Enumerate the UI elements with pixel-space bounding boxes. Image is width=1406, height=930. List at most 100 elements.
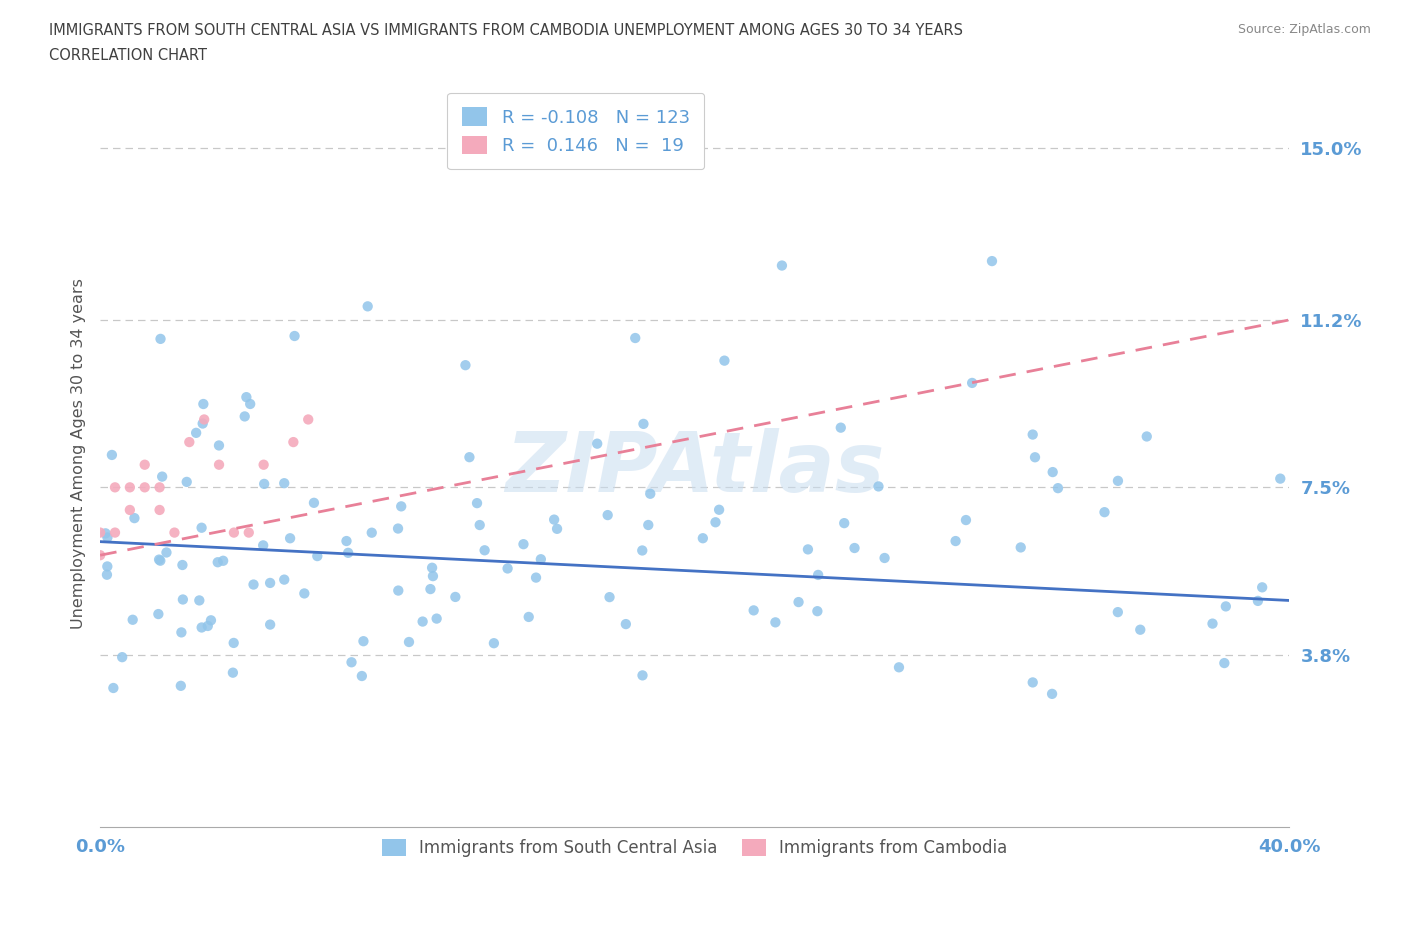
Point (150, 469, 173, 484)
Point (149, 553, 172, 568)
Point (844, 540, 866, 555)
Point (981, 254, 1004, 269)
Point (278, 531, 301, 546)
Text: CORRELATION CHART: CORRELATION CHART (49, 48, 207, 63)
Point (253, 476, 276, 491)
Point (350, 669, 373, 684)
Point (124, 511, 146, 525)
Point (412, 614, 434, 629)
Point (302, 496, 325, 511)
Point (398, 634, 420, 649)
Point (1136, 429, 1159, 444)
Point (337, 545, 360, 560)
Point (149, 480, 172, 495)
Point (614, 617, 637, 631)
Point (121, 612, 143, 627)
Point (1022, 675, 1045, 690)
Text: Source: ZipAtlas.com: Source: ZipAtlas.com (1237, 23, 1371, 36)
Point (763, 615, 786, 630)
Point (1129, 622, 1152, 637)
Point (707, 502, 730, 517)
Point (1215, 599, 1237, 614)
Text: IMMIGRANTS FROM SOUTH CENTRAL ASIA VS IMMIGRANTS FROM CAMBODIA UNEMPLOYMENT AMON: IMMIGRANTS FROM SOUTH CENTRAL ASIA VS IM… (49, 23, 963, 38)
Point (283, 434, 305, 449)
Point (692, 531, 714, 546)
Point (134, 458, 156, 472)
Point (426, 611, 449, 626)
Point (208, 458, 231, 472)
Point (89, 548, 111, 563)
Point (887, 660, 910, 675)
Point (631, 668, 654, 683)
Point (465, 496, 488, 511)
Point (1040, 686, 1063, 701)
Point (259, 618, 281, 632)
Point (207, 555, 229, 570)
Point (208, 438, 231, 453)
Point (172, 558, 194, 573)
Point (155, 545, 177, 560)
Point (1247, 593, 1270, 608)
Point (422, 568, 444, 583)
Point (235, 390, 257, 405)
Point (524, 570, 547, 585)
Point (543, 512, 565, 527)
Point (307, 549, 329, 564)
Point (96, 559, 118, 574)
Point (458, 450, 481, 465)
Point (101, 447, 124, 462)
Point (242, 578, 264, 592)
Point (868, 479, 890, 494)
Point (186, 425, 208, 440)
Point (335, 534, 357, 549)
Point (103, 681, 125, 696)
Point (960, 376, 983, 391)
Point (787, 594, 810, 609)
Point (179, 434, 201, 449)
Point (1270, 472, 1292, 486)
Point (387, 521, 409, 536)
Point (832, 516, 855, 531)
Point (104, 525, 127, 540)
Point (797, 542, 820, 557)
Point (482, 636, 505, 651)
Point (596, 508, 619, 523)
Point (1021, 427, 1043, 442)
Point (419, 581, 441, 596)
Point (193, 412, 215, 427)
Point (586, 436, 609, 451)
Point (96, 530, 118, 545)
Point (89, 525, 111, 540)
Point (233, 409, 256, 424)
Point (807, 567, 830, 582)
Point (212, 553, 235, 568)
Point (512, 537, 534, 551)
Point (360, 525, 382, 540)
Point (631, 543, 654, 558)
Point (770, 259, 793, 273)
Point (638, 486, 661, 501)
Point (273, 572, 295, 587)
Point (468, 518, 491, 533)
Point (118, 480, 141, 495)
Point (222, 665, 245, 680)
Point (444, 590, 467, 604)
Point (1042, 465, 1064, 480)
Point (389, 498, 412, 513)
Point (546, 522, 568, 537)
Point (530, 551, 553, 566)
Point (420, 560, 443, 575)
Point (955, 512, 977, 527)
Point (94, 525, 117, 540)
Point (176, 474, 198, 489)
Point (190, 520, 212, 535)
Point (806, 604, 828, 618)
Point (191, 416, 214, 431)
Point (104, 480, 127, 495)
Point (134, 480, 156, 495)
Point (222, 525, 245, 540)
Point (1024, 450, 1046, 465)
Point (163, 525, 186, 540)
Point (387, 583, 409, 598)
Point (259, 576, 281, 591)
